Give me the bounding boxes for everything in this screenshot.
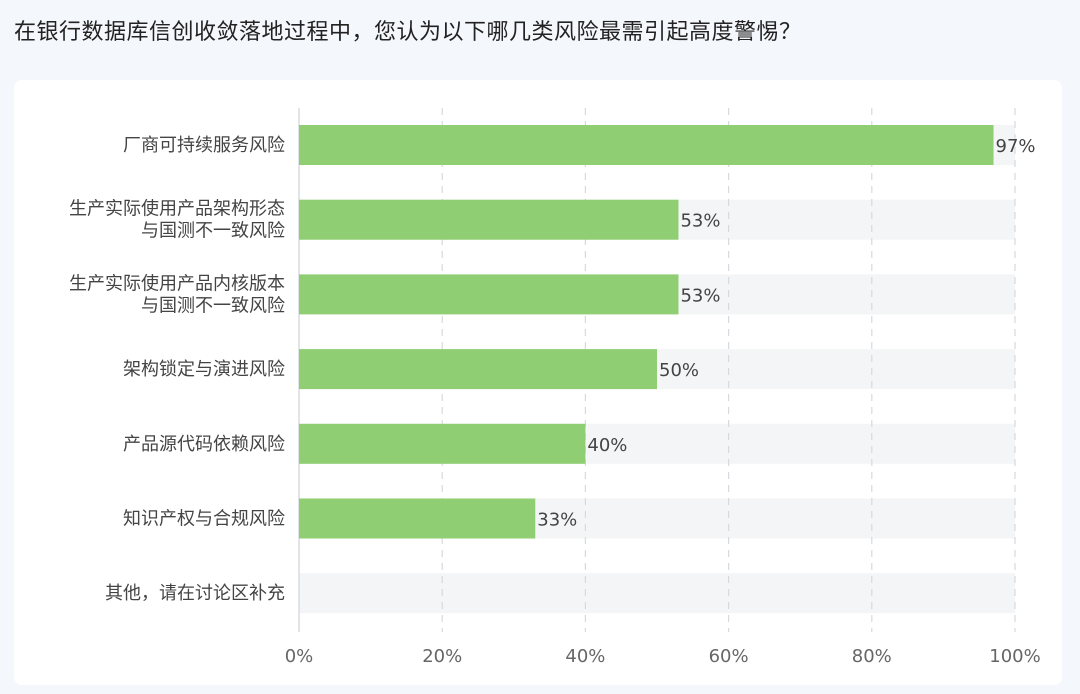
value-label: 97% <box>996 136 1036 157</box>
category-label: 产品源代码依赖风险 <box>123 434 285 455</box>
value-label: 33% <box>537 510 577 531</box>
bar <box>299 125 994 165</box>
bar <box>299 349 657 390</box>
x-tick-label: 100% <box>989 646 1040 667</box>
question-title: 在银行数据库信创收敛落地过程中，您认为以下哪几类风险最需引起高度警惕？ <box>14 20 802 45</box>
category-label: 架构锁定与演进风险 <box>123 359 285 380</box>
category-label: 与国测不一致风险 <box>141 295 285 316</box>
bar <box>299 498 536 539</box>
value-label: 50% <box>659 360 699 381</box>
category-label: 生产实际使用产品架构形态 <box>69 199 285 220</box>
category-label: 与国测不一致风险 <box>141 221 285 242</box>
value-label: 53% <box>680 211 720 232</box>
x-tick-label: 40% <box>565 646 605 667</box>
bar <box>299 199 679 240</box>
category-label: 其他，请在讨论区补充 <box>105 583 285 604</box>
bar <box>299 274 679 315</box>
value-label: 53% <box>680 285 720 306</box>
category-label: 生产实际使用产品内核版本 <box>69 273 285 294</box>
bar-track <box>299 573 1015 614</box>
x-tick-label: 80% <box>852 646 892 667</box>
category-label: 厂商可持续服务风险 <box>123 135 285 156</box>
category-label: 知识产权与合规风险 <box>123 509 285 530</box>
bar <box>299 423 586 464</box>
x-tick-label: 0% <box>285 646 314 667</box>
x-tick-label: 20% <box>422 646 462 667</box>
x-tick-label: 60% <box>709 646 749 667</box>
value-label: 40% <box>587 435 627 456</box>
